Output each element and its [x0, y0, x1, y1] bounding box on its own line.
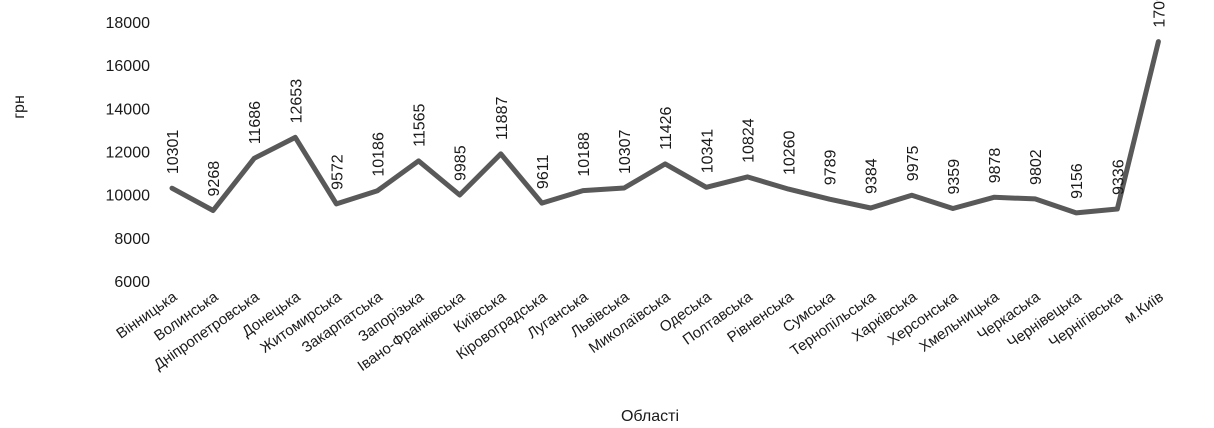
- data-label: 9878: [987, 148, 1004, 184]
- data-label: 9268: [206, 161, 223, 197]
- y-tick-label: 12000: [106, 145, 151, 162]
- data-label: 10307: [617, 129, 634, 174]
- data-label: 9336: [1110, 159, 1127, 195]
- data-label: 12653: [288, 79, 305, 124]
- x-category-label: м.Київ: [1121, 288, 1167, 327]
- data-label: 9611: [535, 155, 552, 190]
- data-label: 9789: [823, 150, 840, 186]
- data-label: 11887: [494, 97, 511, 140]
- data-label: 10260: [782, 130, 799, 175]
- x-axis-title: Області: [621, 408, 679, 425]
- data-label: 17090: [1151, 0, 1168, 28]
- data-label: 11686: [247, 101, 264, 144]
- y-tick-label: 14000: [106, 101, 151, 118]
- data-label: 9985: [453, 145, 470, 181]
- y-axis-tick-labels: 6000 8000 10000 12000 14000 16000 18000: [106, 15, 151, 291]
- y-tick-label: 6000: [114, 274, 150, 291]
- data-label: 10188: [576, 132, 593, 177]
- data-label: 10186: [371, 132, 388, 177]
- data-label: 10301: [165, 130, 182, 175]
- data-label: 10824: [740, 118, 757, 163]
- data-labels: 10301 9268 11686 12653 9572 10186 11565 9985 118…: [165, 0, 1168, 199]
- data-label: 9802: [1028, 149, 1045, 185]
- data-label: 11426: [658, 106, 675, 149]
- y-axis-title: грн: [11, 95, 28, 119]
- data-label: 10341: [699, 129, 716, 174]
- x-axis-category-labels: ВінницькаВолинськаДніпропетровськаДонець…: [113, 288, 1166, 375]
- y-tick-label: 10000: [106, 188, 151, 205]
- data-label: 9359: [946, 159, 963, 195]
- y-tick-label: 18000: [106, 15, 151, 32]
- series-line: [169, 39, 1161, 216]
- data-label: 9572: [329, 154, 346, 190]
- data-label: 11565: [412, 103, 429, 146]
- y-tick-label: 8000: [114, 231, 150, 248]
- data-label: 9975: [905, 146, 922, 182]
- data-label: 9156: [1069, 163, 1086, 199]
- y-tick-label: 16000: [106, 58, 151, 75]
- data-label: 9384: [864, 158, 881, 194]
